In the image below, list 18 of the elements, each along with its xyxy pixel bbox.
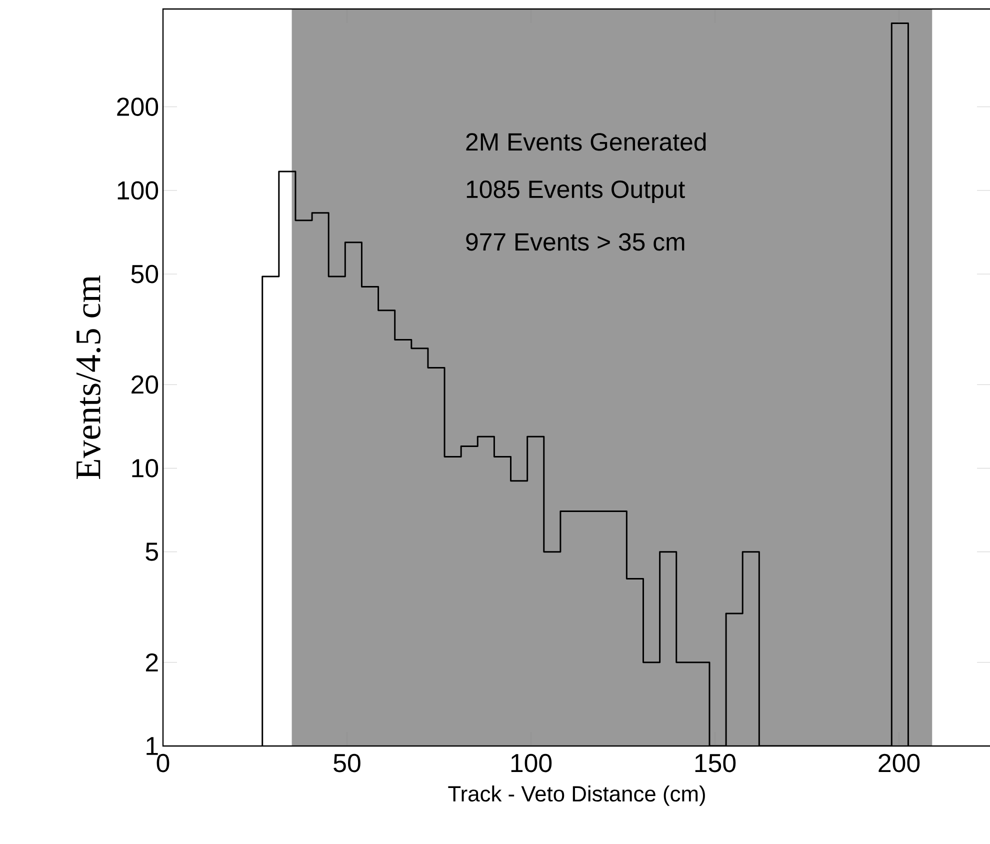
y-tick-label: 1 (146, 737, 158, 755)
y-tick-label: 200 (117, 98, 158, 116)
x-tick-label: 100 (511, 754, 552, 772)
x-tick-label: 0 (156, 754, 170, 772)
annotation: 977 Events > 35 cm (466, 233, 684, 251)
y-tick-label: 50 (131, 264, 158, 284)
annotation: 2M Events Generated (466, 132, 706, 151)
x-axis-title: Track - Veto Distance (cm) (448, 785, 705, 806)
y-axis-title: Events/4.5 cm (76, 275, 101, 480)
annotation: 1085 Events Output (466, 180, 685, 204)
y-tick-label: 20 (132, 375, 158, 394)
x-tick-label: 50 (334, 754, 360, 772)
x-tick-label: 150 (695, 754, 736, 772)
y-tick-label: 5 (146, 542, 158, 561)
x-tick-label: 200 (878, 754, 920, 772)
y-tick-label: 100 (118, 181, 158, 200)
y-tick-label: 2 (146, 653, 158, 672)
y-tick-label: 10 (132, 459, 158, 478)
